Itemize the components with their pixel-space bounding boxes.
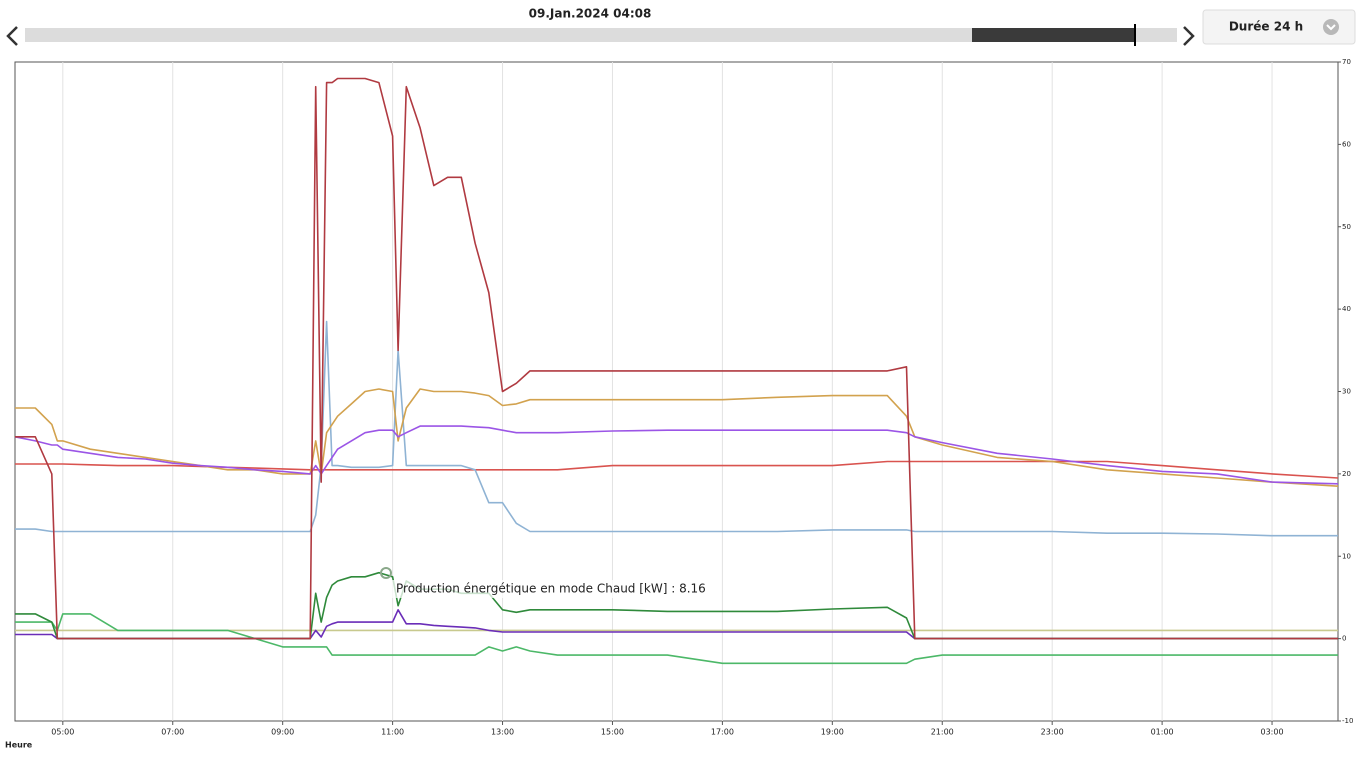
y-tick-label: 60 — [1342, 140, 1351, 148]
x-tick-label: 23:00 — [1041, 728, 1064, 737]
prev-arrow[interactable] — [6, 26, 18, 46]
x-tick-label: 07:00 — [161, 728, 184, 737]
series-line — [14, 425, 1339, 485]
dropdown-icon — [1323, 19, 1339, 35]
next-arrow[interactable] — [1183, 26, 1195, 46]
series-line — [15, 77, 1338, 640]
tooltip-box — [392, 580, 700, 598]
series-line — [15, 609, 1338, 640]
y-tick-label: 20 — [1342, 470, 1351, 478]
series-line — [15, 320, 1338, 537]
y-tick-label: 50 — [1342, 223, 1351, 231]
y-tick-label: -10 — [1342, 717, 1353, 725]
dropdown-chevron — [1326, 24, 1336, 31]
y-tick-label: 0 — [1342, 635, 1346, 643]
date-title: 09.Jan.2024 04:08 — [529, 7, 652, 21]
x-tick-label: 11:00 — [381, 728, 404, 737]
time-slider[interactable] — [25, 28, 1177, 42]
duration-dropdown[interactable] — [1202, 9, 1356, 45]
x-tick-label: 01:00 — [1151, 728, 1174, 737]
y-tick-label: 40 — [1342, 305, 1351, 313]
x-tick-label: 15:00 — [601, 728, 624, 737]
y-tick-label: 10 — [1342, 552, 1351, 560]
x-tick-label: 19:00 — [821, 728, 844, 737]
duration-label: Durée 24 h — [1229, 20, 1303, 34]
x-tick-label: 17:00 — [711, 728, 734, 737]
x-tick-label: 13:00 — [491, 728, 514, 737]
series-line — [15, 460, 1339, 479]
x-axis-label: Heure — [5, 741, 33, 750]
x-tick-label: 03:00 — [1261, 728, 1284, 737]
series-line — [15, 388, 1339, 487]
x-tick-label: 05:00 — [51, 728, 74, 737]
x-tick-label: 09:00 — [271, 728, 294, 737]
y-tick-label: 70 — [1342, 58, 1351, 66]
tooltip-text: Production énergétique en mode Chaud [kW… — [396, 582, 706, 596]
slider-window[interactable] — [972, 28, 1135, 42]
series-line — [15, 613, 1338, 665]
y-tick-label: 30 — [1342, 388, 1351, 396]
x-tick-label: 21:00 — [931, 728, 954, 737]
tooltip-marker — [380, 567, 392, 579]
plot-frame — [14, 61, 1339, 722]
